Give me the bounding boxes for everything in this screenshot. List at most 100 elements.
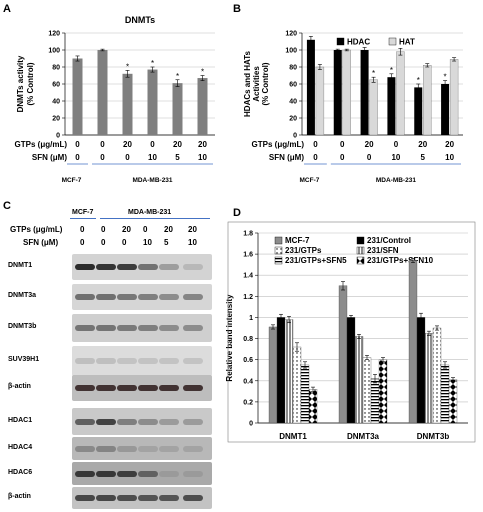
chart-a-significance-star: *	[201, 68, 204, 77]
chart-a-sfn-value: 10	[198, 153, 207, 162]
chart-b-bar-hdac	[441, 84, 450, 135]
chart-a-sfn-value: 5	[175, 153, 180, 162]
chart-b-ytick-label: 60	[289, 82, 297, 89]
chart-d-bar	[408, 260, 418, 424]
chart-d-ytick-label: 1.6	[243, 252, 253, 259]
blot-strip	[72, 437, 212, 460]
chart-a-ytick-label: 80	[52, 65, 60, 72]
blot-band	[159, 495, 179, 501]
blot-mcf7-underline	[70, 218, 96, 219]
chart-a-ytick-label: 60	[52, 82, 60, 89]
chart-b-bar-hdac	[333, 50, 342, 135]
chart-b-legend-label: HDAC	[347, 38, 370, 47]
chart-b-gtps-value: 20	[445, 140, 454, 149]
blot-band	[117, 294, 137, 300]
chart-b-legend-swatch	[388, 37, 397, 46]
chart-d-legend-label: 231/GTPs	[285, 246, 322, 255]
blot-sfn-value: 0	[122, 238, 127, 247]
blot-sfn-value: 10	[188, 238, 197, 247]
chart-a-sfn-label: SFN (μM)	[32, 153, 67, 162]
blot-band	[75, 264, 95, 270]
blot-row-label: HDAC4	[8, 443, 33, 451]
chart-d-bar	[308, 389, 318, 424]
chart-b-ytick-label: 40	[289, 99, 297, 106]
chart-a-ytick-label: 100	[48, 48, 60, 55]
chart-d-ytick-label: 0.2	[243, 399, 253, 406]
blot-gtps-value: 20	[122, 225, 131, 234]
blot-band	[159, 325, 179, 331]
chart-d-bar	[354, 336, 364, 424]
blot-band	[96, 294, 116, 300]
blot-band	[159, 385, 179, 391]
chart-a-gtps-value: 20	[198, 140, 207, 149]
chart-d-legend-swatch	[274, 246, 283, 255]
blot-sfn-label: SFN (μM)	[23, 238, 59, 247]
blot-band	[117, 325, 137, 331]
chart-d-ytick-label: 0.6	[243, 357, 253, 364]
blot-band	[183, 325, 203, 331]
blot-row-label: HDAC6	[8, 468, 33, 476]
chart-a-significance-star: *	[126, 62, 129, 71]
blot-band	[96, 325, 116, 331]
chart-d-bar	[432, 327, 442, 424]
blot-band	[117, 385, 137, 391]
chart-d-ylabel: Relative band intensity	[225, 294, 234, 382]
blot-row-label: DNMT1	[8, 262, 33, 269]
chart-a-sfn-value: 0	[100, 153, 105, 162]
chart-d-bar	[284, 319, 294, 424]
chart-a-significance-star: *	[151, 59, 154, 68]
chart-b-gtps-label: GTPs (μg/mL)	[252, 140, 305, 149]
blot-band	[159, 264, 179, 270]
chart-a-ytick-label: 0	[56, 133, 60, 140]
blot-band	[75, 418, 95, 425]
chart-d-legend-label: MCF-7	[285, 236, 310, 245]
chart-d-ytick-label: 1.2	[243, 294, 253, 301]
panel-letter-a: A	[3, 3, 11, 15]
blot-mda-underline	[100, 218, 210, 219]
blot-band	[117, 358, 137, 364]
panel-letter-d: D	[233, 207, 241, 219]
chart-b-significance-star: *	[444, 73, 447, 82]
blot-row-label: DNMT3a	[8, 292, 37, 299]
blot-row-label: DNMT3b	[8, 323, 37, 330]
blot-sfn-value: 0	[80, 238, 85, 247]
blot-row-label: β-actin	[8, 493, 31, 500]
blot-band	[138, 325, 158, 331]
chart-a-gtps-value: 0	[75, 140, 80, 149]
chart-d-bar	[338, 285, 348, 424]
chart-b-ytick-label: 20	[289, 116, 297, 123]
blot-row-label: SUV39H1	[8, 356, 40, 363]
chart-a-sfn-value: 0	[125, 153, 130, 162]
blot-band	[159, 470, 179, 477]
chart-d-bar	[424, 333, 434, 424]
panel-letter-b: B	[233, 3, 241, 15]
blot-band	[159, 358, 179, 364]
chart-b-significance-star: *	[372, 69, 375, 78]
blot-gtps-value: 0	[101, 225, 106, 234]
chart-b-sfn-label: SFN (μM)	[269, 153, 304, 162]
blot-band	[117, 445, 137, 452]
blot-gtps-label: GTPs (μg/mL)	[10, 225, 63, 234]
chart-a-bar	[122, 73, 133, 135]
blot-strip	[72, 346, 212, 376]
blot-band	[183, 495, 203, 501]
panel-letter-c: C	[3, 200, 11, 212]
chart-d-bar	[378, 359, 388, 424]
chart-b-bar-hdac	[414, 87, 423, 135]
blot-row-label: β-actin	[8, 383, 31, 390]
chart-b-sfn-value: 0	[367, 153, 372, 162]
chart-d-bar	[448, 379, 458, 424]
chart-d-category-label: DNMT3a	[347, 432, 380, 441]
blot-band	[183, 264, 203, 270]
chart-a-bar	[147, 69, 158, 135]
chart-b-ytick-label: 0	[293, 133, 297, 140]
chart-a-gtps-value: 20	[173, 140, 182, 149]
blot-band	[183, 418, 203, 425]
chart-d-legend-swatch	[274, 256, 283, 265]
chart-b-sfn-value: 10	[391, 153, 400, 162]
chart-b-gtps-value: 20	[365, 140, 374, 149]
chart-d-bar	[416, 317, 426, 424]
chart-b-ytick-label: 80	[289, 65, 297, 72]
